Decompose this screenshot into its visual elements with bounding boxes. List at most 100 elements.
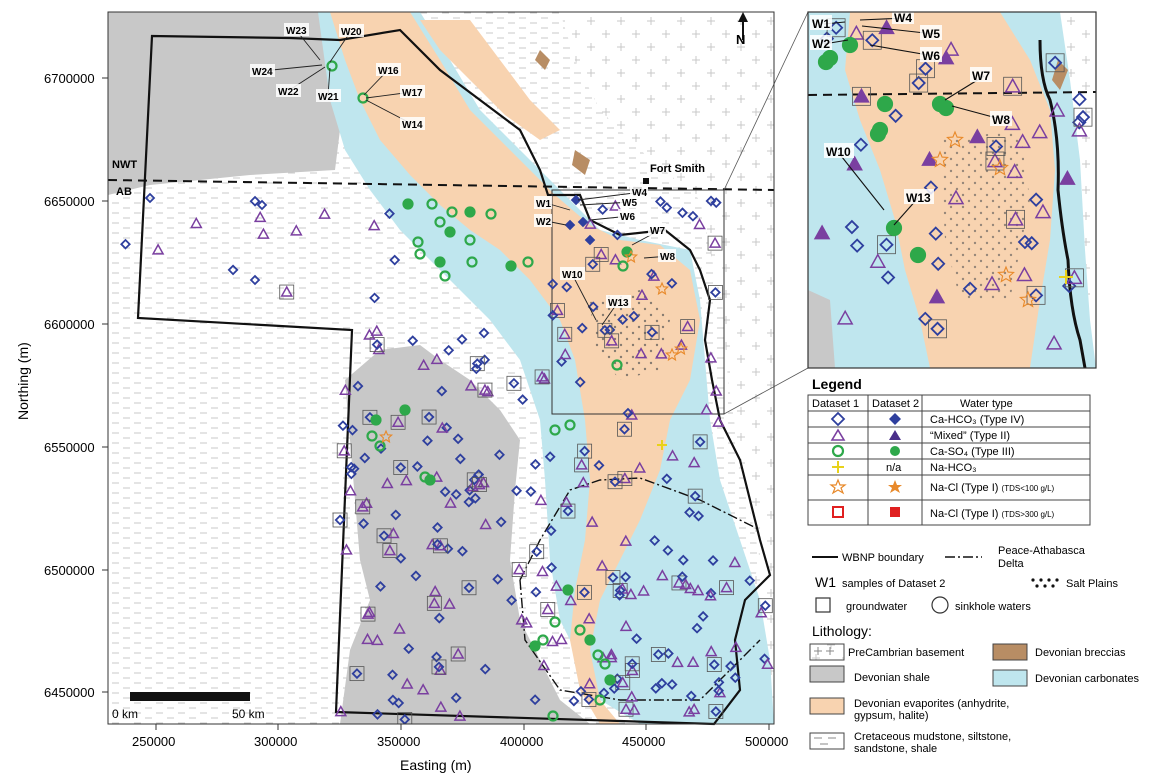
groundwater-box <box>719 580 734 596</box>
mixed-sample <box>754 606 768 618</box>
groundwater-box <box>560 503 576 519</box>
mixed-sample <box>536 564 549 577</box>
ca-so4-sample <box>529 640 541 652</box>
ca-hco3-sample <box>759 653 771 665</box>
mixed-sample <box>728 555 742 568</box>
ca-hco3-sample <box>410 570 422 582</box>
legend-row-na-cl-high: Na-Cl (Type I) (TDS>300 g/L) <box>930 508 1055 520</box>
mixed-sample <box>655 347 668 359</box>
groundwater-box <box>707 235 723 251</box>
ca-hco3-sample <box>473 469 485 481</box>
ca-hco3-sample <box>506 594 518 606</box>
ca-hco3-sample <box>587 301 599 313</box>
ca-hco3-sample <box>120 238 131 250</box>
ca-hco3-sample <box>608 683 620 694</box>
legend-col-dataset2: Dataset 2 <box>872 398 919 410</box>
mixed-sample <box>609 199 622 211</box>
inset-mixed-sample <box>848 24 865 40</box>
mixed-sample <box>708 236 722 248</box>
legend-wbnp-label: WBNP boundary <box>842 552 924 564</box>
na-cl-sample <box>623 249 639 264</box>
groundwater-box <box>708 285 723 300</box>
ca-hco3-sample <box>697 610 709 622</box>
groundwater-box <box>279 284 295 300</box>
legend-row-na-hco3: Na-HCO₃ <box>930 462 977 474</box>
ca-hco3-sample <box>442 543 454 555</box>
ca-hco3-sample <box>452 433 464 445</box>
map-frame <box>107 11 775 725</box>
y-tick-label: 6650000 <box>44 194 95 209</box>
groundwater-box <box>382 543 398 558</box>
groundwater-box <box>687 488 703 504</box>
ca-hco3-sample <box>579 445 591 457</box>
legend-sinkhole-icon <box>931 596 949 614</box>
ab-label: AB <box>116 186 132 198</box>
mixed-sample <box>541 602 555 615</box>
inset-ca-so4-sample <box>876 95 894 113</box>
ca-hco3-sample <box>479 663 491 675</box>
legend-sinkhole: sinkhole waters <box>955 601 1031 613</box>
ca-so4-sample <box>549 424 561 436</box>
ca-hco3-sample <box>470 363 482 375</box>
well-label: W21 <box>318 92 339 103</box>
mixed-sample <box>729 640 743 653</box>
ca-hco3-sample <box>587 258 599 270</box>
mixed-sample <box>619 534 633 546</box>
ca-hco3-sample <box>650 682 662 694</box>
ca-hco3-sample <box>249 274 261 286</box>
ca-hco3-sample <box>547 278 559 290</box>
inset-well-label: W8 <box>992 113 1010 127</box>
groundwater-box <box>585 256 601 272</box>
inset-na-hco3-sample <box>1059 270 1073 284</box>
groundwater-box <box>540 602 556 617</box>
legend-evaporites-swatch <box>809 697 845 715</box>
mixed-sample <box>761 657 774 669</box>
groundwater-box <box>605 570 621 585</box>
ca-so4-sample <box>522 256 534 268</box>
mixed-sample <box>546 634 559 647</box>
mixed-sample <box>595 559 609 571</box>
mixed-sample <box>577 476 590 488</box>
inset-mixed-sample <box>983 275 1001 291</box>
ca-so4-sample <box>366 430 378 442</box>
scale-start: 0 km <box>112 707 138 721</box>
x-tick-label: 400000 <box>500 734 543 749</box>
ca-hco3-sample <box>456 333 468 345</box>
inset-mixed-sample <box>1071 121 1088 137</box>
x-axis: 250000 300000 350000 400000 450000 500000 <box>132 724 788 749</box>
legend-shale: Devonian shale <box>854 672 930 684</box>
ca-hco3-sample <box>646 326 658 338</box>
ca-hco3-sample <box>351 668 363 680</box>
na-cl-sample <box>378 429 394 444</box>
mixed-sample <box>637 584 650 596</box>
mixed-sample <box>635 288 649 300</box>
inset-map: W1 W2 W4 W5 W6 W7 W8 W10 W13 <box>808 12 1096 368</box>
ca-so4-sample <box>412 236 424 248</box>
mixed-sample <box>704 645 718 657</box>
mixed-sample <box>356 500 369 512</box>
inset-ca-so4-sample <box>885 219 903 237</box>
well-label: W22 <box>278 87 299 98</box>
legend-carbonates-swatch <box>992 669 1028 687</box>
na-hco3-sample <box>657 440 667 450</box>
mixed-sample <box>434 700 448 712</box>
inset-na-cl-sample <box>946 130 964 148</box>
mixed-sample <box>512 563 526 575</box>
inset-mixed-sample <box>928 288 946 304</box>
mixed-sample <box>444 496 457 508</box>
ca-hco3-sample <box>649 535 661 547</box>
well-label: W7 <box>650 226 665 237</box>
peace-athabasca-delta <box>519 477 761 701</box>
mixed-sample <box>371 633 384 646</box>
inset-ca-so4-sample <box>821 49 839 67</box>
ca-hco3-sample <box>407 335 419 347</box>
y-tick-label: 6700000 <box>44 71 95 86</box>
ca-hco3-sample <box>478 327 490 339</box>
inset-mixed-sample <box>1016 266 1033 282</box>
ca-so4-sample <box>466 256 478 268</box>
mixed-sample <box>582 612 596 624</box>
ca-hco3-sample <box>545 525 557 537</box>
mixed-sample <box>693 217 706 230</box>
x-tick-label: 450000 <box>622 734 665 749</box>
y-tick-label: 6500000 <box>44 563 95 578</box>
